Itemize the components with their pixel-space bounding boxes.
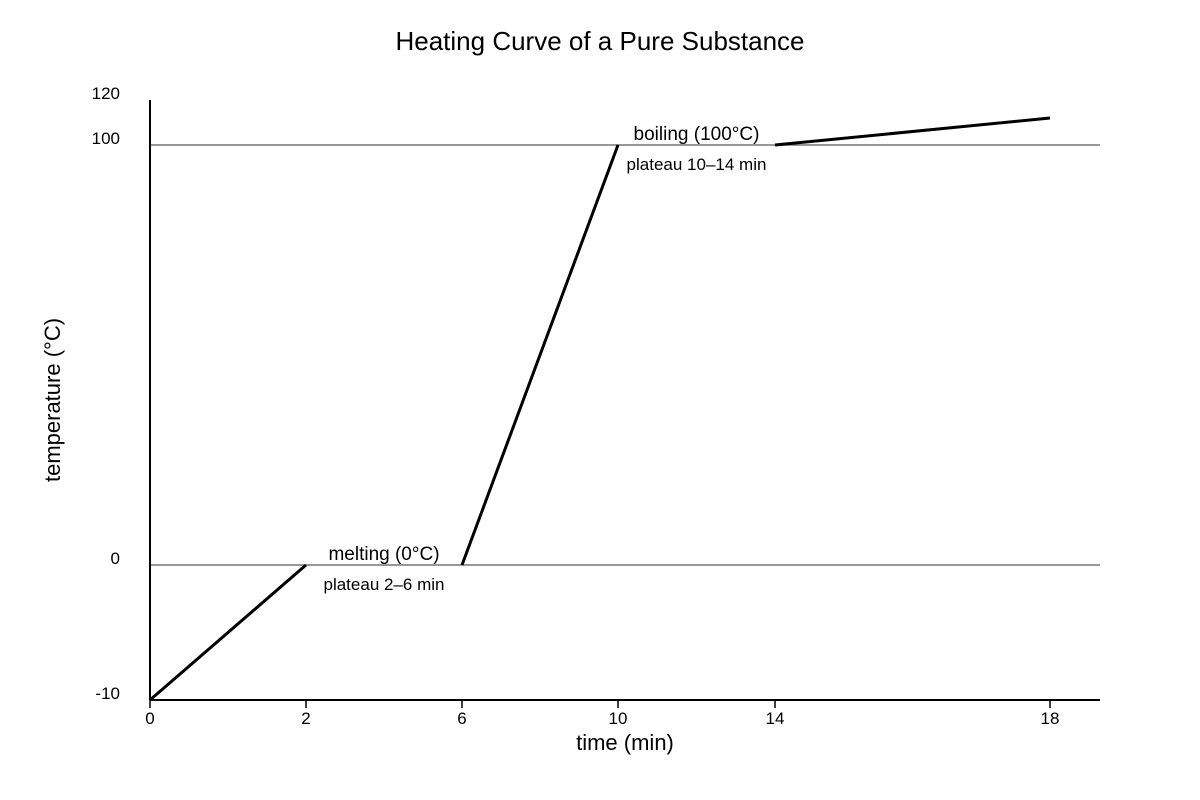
y-tick-label: 100 — [92, 129, 120, 148]
x-tick-label: 0 — [145, 709, 154, 728]
x-axis-ticks: 0 2 6 10 14 18 — [145, 700, 1059, 728]
annotation-label: boiling (100°C) — [634, 124, 760, 145]
x-tick-label: 14 — [766, 709, 785, 728]
chart-title: Heating Curve of a Pure Substance — [395, 26, 804, 56]
y-tick-label: 120 — [92, 84, 120, 103]
reference-lines — [150, 144, 1100, 566]
annotations: melting (0°C) plateau 2–6 min boiling (100… — [324, 124, 767, 594]
annotation-sublabel: plateau 10–14 min — [627, 155, 767, 174]
annotation-label: melting (0°C) — [328, 544, 439, 565]
x-tick-label: 6 — [457, 709, 466, 728]
x-tick-label: 2 — [301, 709, 310, 728]
y-axis-label: temperature (°C) — [40, 318, 65, 482]
curve-segment — [149, 563, 307, 702]
x-axis-label: time (min) — [576, 730, 674, 755]
curve-segment — [774, 116, 1051, 147]
y-axis-ticks: -10 0 100 120 — [92, 84, 120, 703]
annotation-sublabel: plateau 2–6 min — [324, 575, 445, 594]
x-tick-label: 18 — [1041, 709, 1060, 728]
y-tick-label: 0 — [111, 549, 120, 568]
curve-segment — [460, 144, 620, 566]
x-tick-label: 10 — [609, 709, 628, 728]
data-segments — [149, 116, 1051, 702]
y-tick-label: -10 — [95, 684, 120, 703]
